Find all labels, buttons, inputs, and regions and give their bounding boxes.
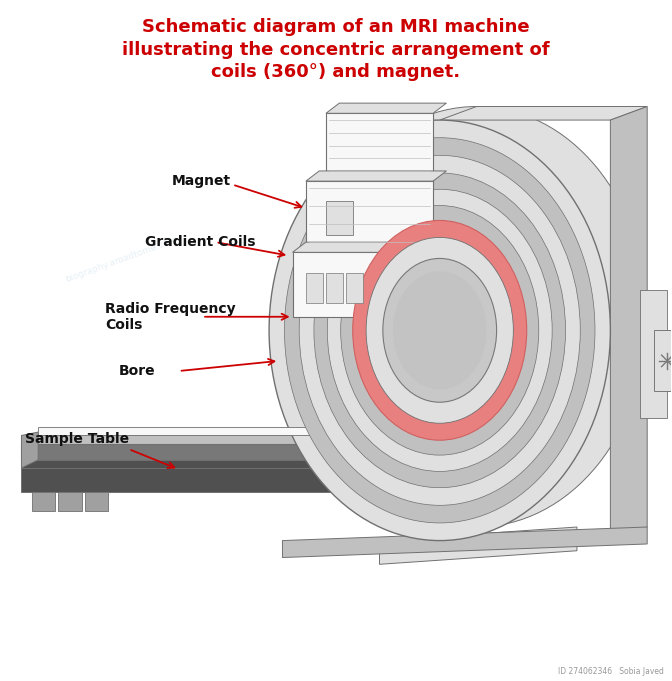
- Polygon shape: [439, 527, 476, 541]
- Polygon shape: [610, 106, 647, 541]
- Text: Radio Frequency
Coils: Radio Frequency Coils: [105, 302, 236, 332]
- Polygon shape: [22, 432, 38, 468]
- Ellipse shape: [299, 155, 580, 505]
- Polygon shape: [22, 468, 493, 492]
- Polygon shape: [22, 443, 493, 460]
- Polygon shape: [282, 527, 647, 558]
- Ellipse shape: [383, 258, 497, 402]
- Ellipse shape: [366, 238, 513, 424]
- Polygon shape: [306, 181, 433, 253]
- Ellipse shape: [306, 106, 647, 527]
- Text: Gradient Coils: Gradient Coils: [145, 235, 256, 249]
- Polygon shape: [326, 272, 343, 303]
- Polygon shape: [326, 202, 353, 236]
- Text: biography.aroadtome.com: biography.aroadtome.com: [65, 234, 179, 284]
- Polygon shape: [306, 171, 446, 181]
- Polygon shape: [326, 113, 433, 181]
- Ellipse shape: [353, 221, 527, 440]
- Ellipse shape: [269, 120, 610, 541]
- Polygon shape: [326, 103, 446, 113]
- Ellipse shape: [327, 189, 552, 471]
- Polygon shape: [32, 492, 55, 511]
- Ellipse shape: [393, 271, 487, 390]
- Ellipse shape: [341, 206, 539, 455]
- Text: biography.aroadtome.com: biography.aroadtome.com: [359, 370, 474, 419]
- Polygon shape: [58, 492, 82, 511]
- Polygon shape: [292, 242, 446, 253]
- Text: Schematic diagram of an MRI machine
illustrating the concentric arrangement of
c: Schematic diagram of an MRI machine illu…: [122, 18, 550, 81]
- Polygon shape: [85, 492, 108, 511]
- Polygon shape: [439, 106, 647, 120]
- Polygon shape: [654, 330, 672, 392]
- Text: Magnet: Magnet: [172, 174, 231, 188]
- Text: Sample Table: Sample Table: [25, 432, 129, 446]
- Ellipse shape: [314, 173, 566, 488]
- Text: Bore: Bore: [118, 364, 155, 378]
- Polygon shape: [22, 435, 493, 443]
- Ellipse shape: [284, 138, 595, 523]
- Text: ID 274062346   Sobia Javed: ID 274062346 Sobia Javed: [558, 667, 664, 676]
- Polygon shape: [38, 427, 493, 435]
- Polygon shape: [640, 289, 667, 419]
- Text: biography.aroadtome.com: biography.aroadtome.com: [91, 452, 206, 501]
- Polygon shape: [380, 527, 577, 565]
- Polygon shape: [292, 253, 433, 317]
- Text: biography.aroadtome.com: biography.aroadtome.com: [312, 146, 427, 195]
- Polygon shape: [22, 460, 493, 468]
- Polygon shape: [346, 272, 363, 303]
- Polygon shape: [306, 272, 323, 303]
